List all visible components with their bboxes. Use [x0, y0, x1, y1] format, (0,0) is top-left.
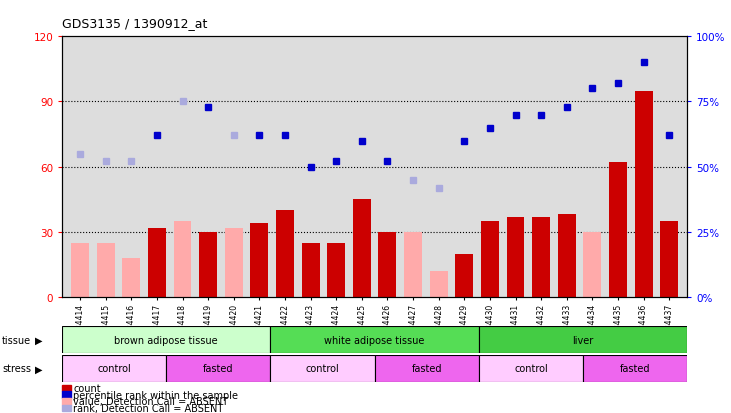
Bar — [479, 355, 583, 382]
Bar — [583, 232, 602, 297]
Bar — [404, 232, 422, 297]
Text: control: control — [306, 363, 339, 374]
Bar — [270, 355, 374, 382]
Bar — [62, 355, 167, 382]
Text: white adipose tissue: white adipose tissue — [325, 335, 425, 345]
Bar — [609, 163, 627, 297]
Bar — [199, 232, 217, 297]
Bar — [276, 211, 294, 297]
Text: tissue: tissue — [2, 335, 31, 345]
Bar — [167, 355, 270, 382]
Bar — [479, 326, 687, 353]
Text: control: control — [97, 363, 131, 374]
Bar — [62, 326, 270, 353]
Bar — [379, 232, 396, 297]
Bar — [455, 254, 473, 297]
Bar — [302, 243, 319, 297]
Bar — [270, 326, 479, 353]
Bar — [353, 200, 371, 297]
Text: control: control — [514, 363, 548, 374]
Bar — [327, 243, 345, 297]
Bar — [635, 91, 653, 297]
Text: fasted: fasted — [412, 363, 442, 374]
Bar — [71, 243, 89, 297]
Text: brown adipose tissue: brown adipose tissue — [115, 335, 218, 345]
Text: fasted: fasted — [620, 363, 651, 374]
Text: stress: stress — [2, 363, 31, 374]
Bar — [374, 355, 479, 382]
Bar — [558, 215, 576, 297]
Text: fasted: fasted — [203, 363, 234, 374]
Text: value, Detection Call = ABSENT: value, Detection Call = ABSENT — [73, 396, 228, 406]
Bar — [430, 271, 447, 297]
Bar — [96, 243, 115, 297]
Bar — [173, 221, 192, 297]
Text: liver: liver — [572, 335, 594, 345]
Bar — [251, 224, 268, 297]
Bar — [532, 217, 550, 297]
Bar — [122, 259, 140, 297]
Bar — [481, 221, 499, 297]
Bar — [507, 217, 524, 297]
Text: percentile rank within the sample: percentile rank within the sample — [73, 390, 238, 400]
Text: ▶: ▶ — [35, 335, 42, 345]
Text: count: count — [73, 383, 101, 393]
Bar — [225, 228, 243, 297]
Text: rank, Detection Call = ABSENT: rank, Detection Call = ABSENT — [73, 403, 224, 413]
Bar — [660, 221, 678, 297]
Bar — [583, 355, 687, 382]
Text: GDS3135 / 1390912_at: GDS3135 / 1390912_at — [62, 17, 208, 29]
Bar — [148, 228, 166, 297]
Text: ▶: ▶ — [35, 363, 42, 374]
